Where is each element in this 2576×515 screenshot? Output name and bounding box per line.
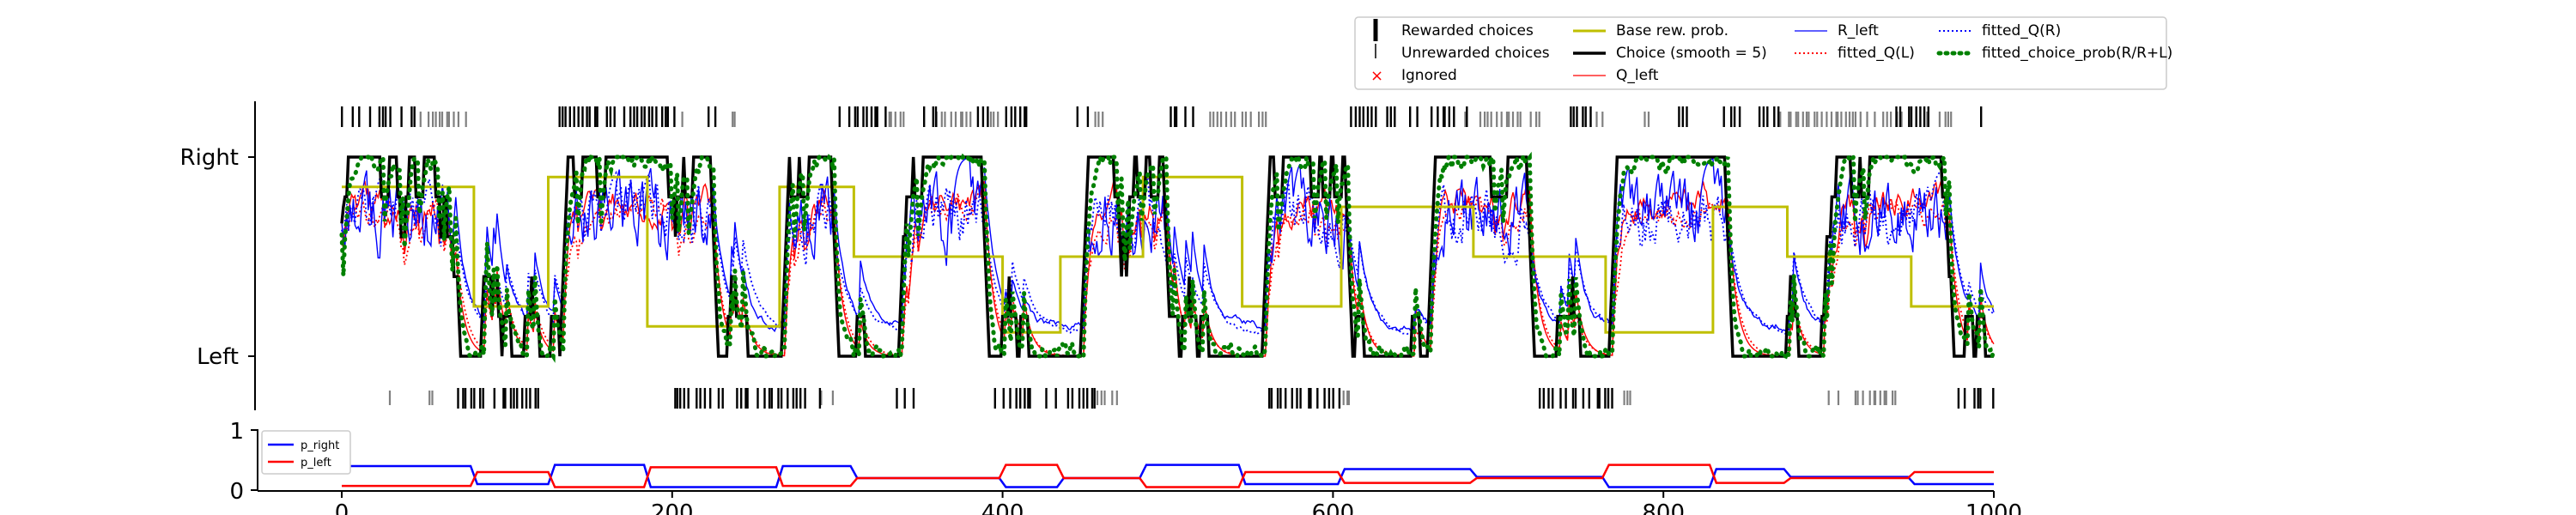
- bottom-legend: p_right p_left: [261, 430, 351, 475]
- series-lines: [339, 148, 1996, 365]
- legend-label-fitted-q-l: fitted_Q(L): [1838, 45, 1915, 62]
- bottom-ytick-0-label: 0: [229, 479, 244, 505]
- bottom-ytick-1-label: 1: [229, 419, 244, 445]
- ytick-right-label: Right: [180, 145, 239, 171]
- bottom-legend-frame: [261, 430, 351, 475]
- base-prob-line: [342, 175, 1994, 334]
- fitted-q-r-line: [341, 169, 1995, 336]
- xtick-label: 600: [1312, 500, 1355, 515]
- legend-label-p-left: p_left: [301, 457, 331, 470]
- xtick-label: 0: [335, 500, 349, 515]
- xtick-label: 400: [981, 500, 1024, 515]
- legend-label-unrewarded: Unrewarded choices: [1401, 45, 1550, 62]
- legend-label-fitted-choice-prob: fitted_choice_prob(R/R+L): [1982, 45, 2172, 62]
- legend-label-rewarded: Rewarded choices: [1401, 22, 1534, 39]
- xtick-label: 200: [651, 500, 694, 515]
- main-legend-frame: [1354, 16, 2167, 90]
- legend-label-r-left: R_left: [1838, 22, 1879, 39]
- probability-panel: 1 0 0 200 400 600 800 1000 p_right p_left: [229, 419, 2022, 515]
- trial-marks: [341, 106, 1995, 409]
- legend-label-p-right: p_right: [301, 439, 339, 452]
- choice-line: [340, 155, 1994, 358]
- legend-label-fitted-q-r: fitted_Q(R): [1982, 22, 2061, 39]
- xtick-label: 1000: [1965, 500, 2022, 515]
- legend-label-base-prob: Base rew. prob.: [1616, 22, 1728, 39]
- legend-label-ignored: Ignored: [1401, 67, 1457, 84]
- p-right-line: [342, 464, 1994, 488]
- main-legend: Rewarded choices Unrewarded choices × Ig…: [1354, 16, 2172, 90]
- fitted-choice-prob-line: [339, 148, 1996, 365]
- legend-label-choice: Choice (smooth = 5): [1616, 45, 1767, 62]
- p-left-line: [342, 464, 1994, 488]
- fitted-q-l-line: [341, 187, 1995, 357]
- probability-lines: [342, 464, 1994, 488]
- xtick-label: 800: [1642, 500, 1685, 515]
- ytick-left-label: Left: [197, 344, 239, 370]
- x-ticks: 0 200 400 600 800 1000: [335, 491, 2022, 515]
- legend-label-q-left: Q_left: [1616, 67, 1659, 84]
- main-panel: Right Left: [180, 101, 1996, 410]
- legend-swatch-ignored: ×: [1370, 67, 1383, 85]
